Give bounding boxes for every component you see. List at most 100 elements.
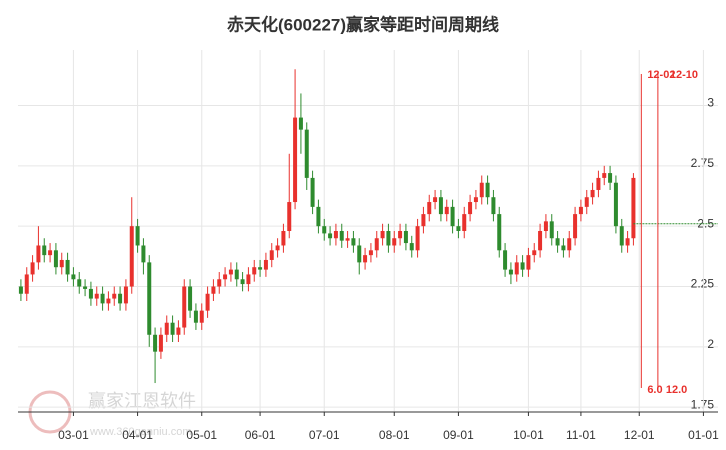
candle-body <box>59 259 64 268</box>
candle-body <box>456 226 461 231</box>
candle-body <box>555 238 560 246</box>
candle-body <box>275 245 280 251</box>
candle-body <box>345 238 350 241</box>
candle-body <box>392 238 397 246</box>
candle-body <box>118 293 123 304</box>
candle-body <box>83 286 88 289</box>
candle-body <box>374 238 379 251</box>
candle-body <box>18 286 23 294</box>
candle-body <box>444 206 449 215</box>
candle-body <box>240 279 245 285</box>
cycle-count: 6.0 <box>647 384 662 396</box>
candle-body <box>520 262 525 270</box>
y-tick-label: 2.25 <box>691 277 715 291</box>
candle-body <box>328 233 333 239</box>
candle-body <box>631 177 636 239</box>
candle-body <box>462 214 467 231</box>
candle-body <box>36 245 41 263</box>
candle-body <box>263 259 268 270</box>
candle-body <box>491 197 496 215</box>
candle-body <box>363 255 368 263</box>
candle-body <box>106 298 111 304</box>
y-tick-label: 1.75 <box>691 397 715 411</box>
candle-body <box>48 250 53 256</box>
candle-body <box>304 129 309 178</box>
candle-body <box>188 286 193 311</box>
candle-body <box>24 274 29 294</box>
candle-body <box>415 226 420 251</box>
candle-body <box>252 267 257 275</box>
candle-body <box>613 182 618 227</box>
candle-body <box>322 226 327 234</box>
candle-body <box>135 226 140 246</box>
candle-body <box>619 226 624 246</box>
candle-body <box>433 197 438 203</box>
candle-body <box>403 231 408 244</box>
candle-body <box>217 279 222 287</box>
candle-body <box>468 202 473 215</box>
candle-body <box>561 245 566 251</box>
candle-body <box>578 206 583 215</box>
candle-body <box>42 245 47 256</box>
x-tick-label: 11-01 <box>566 428 596 442</box>
candle-body <box>88 288 93 299</box>
candle-body <box>497 214 502 251</box>
candle-body <box>584 197 589 207</box>
candle-body <box>223 274 228 280</box>
candle-body <box>567 238 572 251</box>
candle-body <box>228 269 233 275</box>
chart-title: 赤天化(600227)赢家等距时间周期线 <box>227 14 499 34</box>
candle-body <box>549 221 554 239</box>
x-tick-label: 08-01 <box>379 428 410 442</box>
candle-body <box>298 117 303 130</box>
candle-body <box>438 197 443 215</box>
candle-body <box>287 202 292 231</box>
candle-body <box>532 250 537 256</box>
candle-body <box>526 255 531 270</box>
candle-body <box>281 231 286 246</box>
x-tick-label: 10-01 <box>513 428 544 442</box>
x-tick-label: 06-01 <box>245 428 276 442</box>
cycle-date: 12-02 <box>647 69 675 81</box>
candle-body <box>65 259 70 275</box>
x-tick-label: 07-01 <box>309 428 340 442</box>
candle-body <box>246 274 251 285</box>
candle-body <box>310 177 315 207</box>
candle-body <box>176 327 181 335</box>
candle-body <box>508 269 513 275</box>
candle-body <box>625 238 630 246</box>
candle-body <box>234 269 239 280</box>
candle-body <box>164 322 169 335</box>
candle-body <box>450 206 455 227</box>
candle-body <box>77 279 82 287</box>
candle-body <box>333 231 338 239</box>
candle-body <box>339 231 344 241</box>
candle-body <box>398 231 403 239</box>
candle-body <box>316 206 321 227</box>
candle-body <box>380 231 385 239</box>
candle-body <box>123 286 128 304</box>
candle-body <box>293 117 298 203</box>
candle-body <box>153 334 158 352</box>
candle-body <box>543 221 548 231</box>
candle-body <box>94 293 99 299</box>
x-tick-label: 03-01 <box>58 428 89 442</box>
candle-body <box>147 262 152 335</box>
candle-body <box>71 274 76 280</box>
watermark: 赢家江恩软件 www.360ganniu.com <box>28 390 196 438</box>
candle-body <box>473 197 478 203</box>
candle-body <box>182 286 187 328</box>
candle-body <box>357 245 362 263</box>
candle-body <box>269 250 274 260</box>
candle-body <box>573 214 578 239</box>
candle-body <box>129 226 134 287</box>
candle-body <box>427 202 432 215</box>
candle-body <box>53 250 58 268</box>
candle-body <box>386 231 391 246</box>
candle-body <box>503 250 508 270</box>
candle-body <box>608 173 613 183</box>
candle-body <box>368 250 373 256</box>
x-tick-label: 05-01 <box>186 428 217 442</box>
candle-body <box>100 293 105 304</box>
